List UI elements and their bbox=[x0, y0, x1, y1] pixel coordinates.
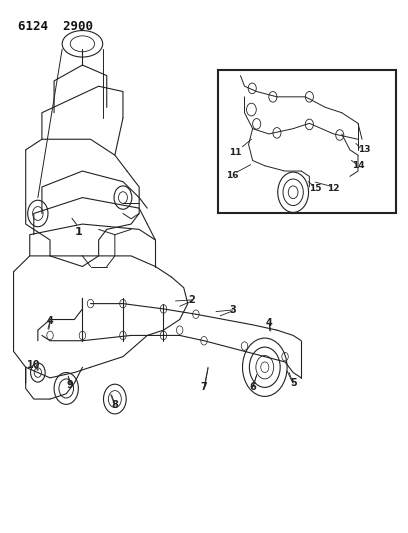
Text: 8: 8 bbox=[111, 400, 118, 410]
Text: 6: 6 bbox=[249, 382, 256, 392]
Text: 1: 1 bbox=[75, 227, 82, 237]
Text: 4: 4 bbox=[266, 318, 272, 328]
Text: 12: 12 bbox=[327, 183, 339, 192]
Text: 7: 7 bbox=[201, 382, 207, 392]
Text: 3: 3 bbox=[229, 305, 236, 315]
Text: 2: 2 bbox=[188, 295, 195, 305]
Text: 13: 13 bbox=[358, 146, 370, 155]
Text: 10: 10 bbox=[27, 360, 40, 369]
Text: 15: 15 bbox=[309, 183, 321, 192]
Text: 4: 4 bbox=[47, 316, 53, 326]
Text: 9: 9 bbox=[67, 379, 74, 390]
Text: 5: 5 bbox=[290, 378, 297, 388]
Text: 14: 14 bbox=[353, 161, 365, 170]
Text: 6124  2900: 6124 2900 bbox=[18, 20, 93, 33]
Text: 11: 11 bbox=[229, 148, 242, 157]
Text: 16: 16 bbox=[226, 171, 239, 180]
Bar bbox=[218, 70, 397, 214]
